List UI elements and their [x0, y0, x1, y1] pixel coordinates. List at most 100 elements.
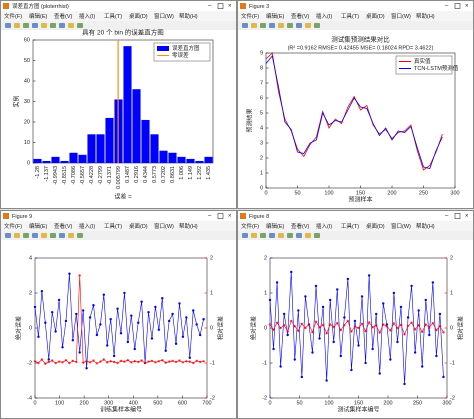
menu-item[interactable]: 文件(F) [4, 222, 22, 230]
toolbar-button[interactable] [59, 233, 65, 238]
menu-item[interactable]: 工具(T) [104, 223, 122, 230]
menu-item[interactable]: 帮助(H) [179, 222, 198, 230]
minimize-button[interactable]: – [208, 4, 212, 10]
maximize-button[interactable] [217, 213, 224, 219]
window-icon [3, 3, 9, 9]
toolbar-button[interactable] [278, 233, 284, 238]
menu-item[interactable]: 文件(F) [4, 12, 22, 20]
toolbar-button[interactable] [68, 233, 74, 238]
menu-item[interactable]: 窗口(W) [154, 222, 174, 230]
toolbar-button[interactable] [296, 233, 302, 238]
menu-item[interactable]: 工具(T) [341, 13, 359, 20]
y-tick-label: 4 [260, 125, 263, 131]
toolbar-button[interactable] [242, 23, 248, 28]
menu-item[interactable]: 查看(V) [291, 12, 310, 20]
close-button[interactable]: × [465, 214, 469, 220]
toolbar [238, 231, 473, 240]
toolbar-button[interactable] [5, 233, 11, 238]
close-button[interactable]: × [228, 214, 232, 220]
toolbar-button[interactable] [278, 23, 284, 28]
menu-item[interactable]: 窗口(W) [154, 12, 174, 20]
menu-item[interactable]: 帮助(H) [416, 12, 435, 20]
menu-item[interactable]: 窗口(W) [391, 222, 411, 230]
toolbar-button[interactable] [77, 233, 83, 238]
menu-item[interactable]: 编辑(E) [29, 222, 48, 230]
menu-item[interactable]: 桌面(D) [129, 222, 148, 230]
data-point [64, 319, 68, 323]
y2-tick-label: -2 [210, 395, 215, 401]
data-point [367, 321, 371, 324]
menu-item[interactable]: 文件(F) [241, 12, 259, 20]
menu-item[interactable]: 插入(I) [79, 12, 95, 20]
toolbar-button[interactable] [14, 23, 20, 28]
menu-item[interactable]: 编辑(E) [29, 12, 48, 20]
toolbar-button[interactable] [269, 233, 275, 238]
toolbar-button[interactable] [242, 233, 248, 238]
chart-title: 测试集预测结果对比 [331, 35, 390, 44]
toolbar-button[interactable] [77, 23, 83, 28]
toolbar-button[interactable] [23, 233, 29, 238]
minimize-button[interactable]: – [208, 214, 212, 220]
x-tick-label: 50 [296, 400, 302, 406]
toolbar-button[interactable] [305, 233, 311, 238]
toolbar-button[interactable] [5, 23, 11, 28]
toolbar-button[interactable] [251, 23, 257, 28]
menu-item[interactable]: 工具(T) [104, 13, 122, 20]
x-tick-label: 300 [442, 400, 451, 406]
menu-item[interactable]: 工具(T) [341, 223, 359, 230]
title-bar [238, 211, 473, 221]
toolbar-button[interactable] [260, 23, 266, 28]
menu-item[interactable]: 编辑(E) [266, 222, 285, 230]
toolbar-button[interactable] [260, 233, 266, 238]
toolbar-button[interactable] [41, 23, 47, 28]
toolbar-button[interactable] [314, 233, 320, 238]
toolbar-button[interactable] [32, 233, 38, 238]
toolbar-button[interactable] [68, 23, 74, 28]
menu-item[interactable]: 帮助(H) [416, 222, 435, 230]
maximize-button[interactable] [454, 213, 461, 219]
data-point [137, 321, 140, 324]
menu-item[interactable]: 窗口(W) [391, 12, 411, 20]
menu-item[interactable]: 插入(I) [316, 12, 332, 20]
menu-item[interactable]: 插入(I) [79, 222, 95, 230]
menu-item[interactable]: 查看(V) [54, 222, 73, 230]
close-button[interactable]: × [465, 4, 469, 10]
toolbar-button[interactable] [314, 23, 320, 28]
toolbar-button[interactable] [14, 233, 20, 238]
toolbar-button[interactable] [32, 23, 38, 28]
title-bar [1, 1, 236, 11]
toolbar-button[interactable] [251, 233, 257, 238]
menu-item[interactable]: 桌面(D) [366, 12, 385, 20]
data-point [350, 368, 353, 372]
toolbar-button[interactable] [287, 23, 293, 28]
data-point [396, 340, 399, 344]
toolbar-button[interactable] [50, 233, 56, 238]
y-tick-label: 3 [260, 140, 263, 146]
close-button[interactable]: × [228, 4, 232, 10]
toolbar-button[interactable] [41, 233, 47, 238]
minimize-button[interactable]: – [445, 4, 449, 10]
y-tick-label: 50 [24, 58, 30, 64]
maximize-button[interactable] [217, 3, 224, 9]
toolbar-button[interactable] [50, 23, 56, 28]
toolbar-button[interactable] [296, 23, 302, 28]
toolbar-button[interactable] [305, 23, 311, 28]
menu-item[interactable]: 帮助(H) [179, 12, 198, 20]
data-point [374, 324, 378, 327]
menu-item[interactable]: 桌面(D) [129, 12, 148, 20]
toolbar-button[interactable] [269, 23, 275, 28]
menu-item[interactable]: 编辑(E) [266, 12, 285, 20]
toolbar-button[interactable] [59, 23, 65, 28]
toolbar-button[interactable] [287, 233, 293, 238]
menu-item[interactable]: 桌面(D) [366, 222, 385, 230]
maximize-button[interactable] [454, 3, 461, 9]
minimize-button[interactable]: – [445, 214, 449, 220]
menu-item[interactable]: 查看(V) [54, 12, 73, 20]
menu-item[interactable]: 查看(V) [291, 222, 310, 230]
menu-item[interactable]: 插入(I) [316, 222, 332, 230]
toolbar-button[interactable] [23, 23, 29, 28]
data-point [297, 309, 300, 312]
x-tick-label: 1.292 [197, 166, 203, 180]
data-point [442, 330, 445, 334]
menu-item[interactable]: 文件(F) [241, 222, 259, 230]
